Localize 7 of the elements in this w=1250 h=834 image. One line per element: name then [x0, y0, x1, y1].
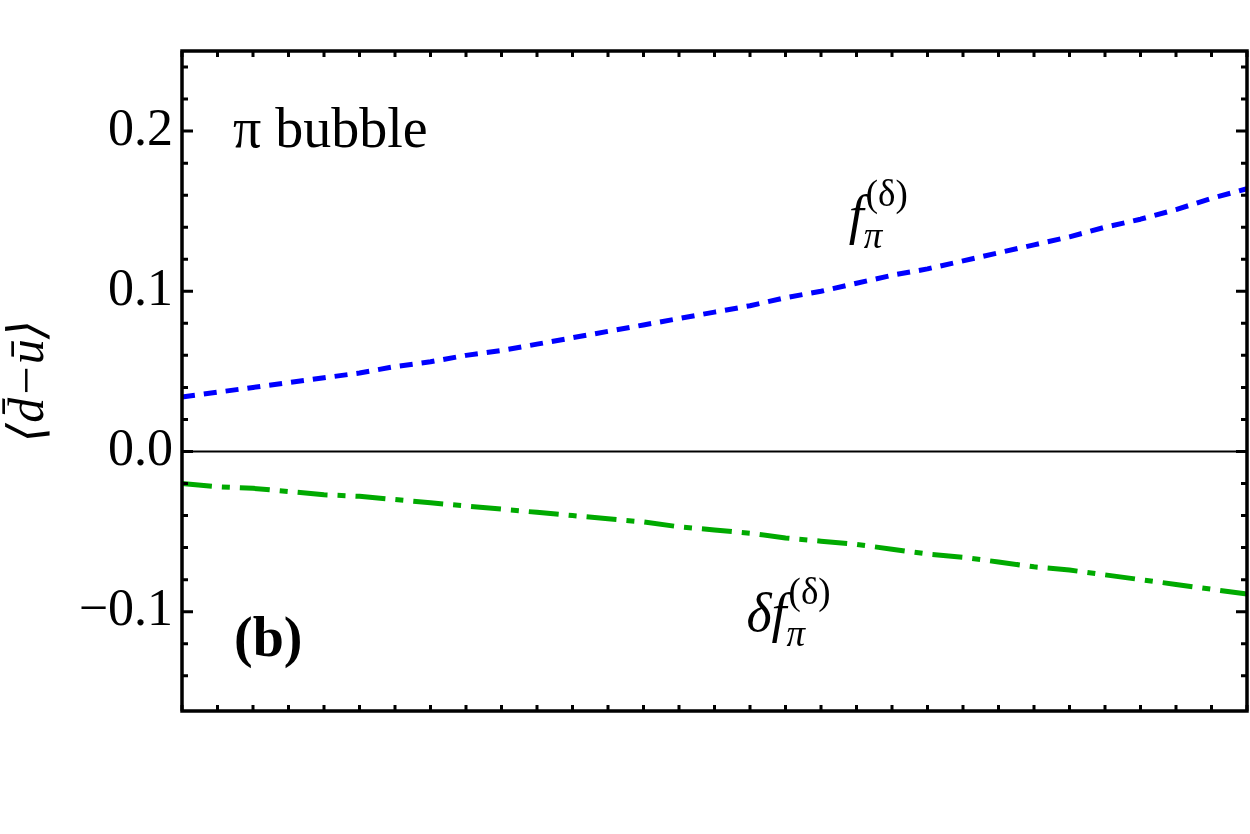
y-tick-label: 0.2	[108, 98, 173, 156]
y-tick-label: 0.0	[108, 419, 173, 477]
y-tick-label: 0.1	[108, 258, 173, 316]
y-axis-title: ⟨d̄−ū⟩	[0, 319, 55, 443]
y-tick-label: −0.1	[78, 579, 173, 637]
annotation: π bubble	[233, 97, 428, 159]
annotation: (b)	[234, 606, 303, 669]
